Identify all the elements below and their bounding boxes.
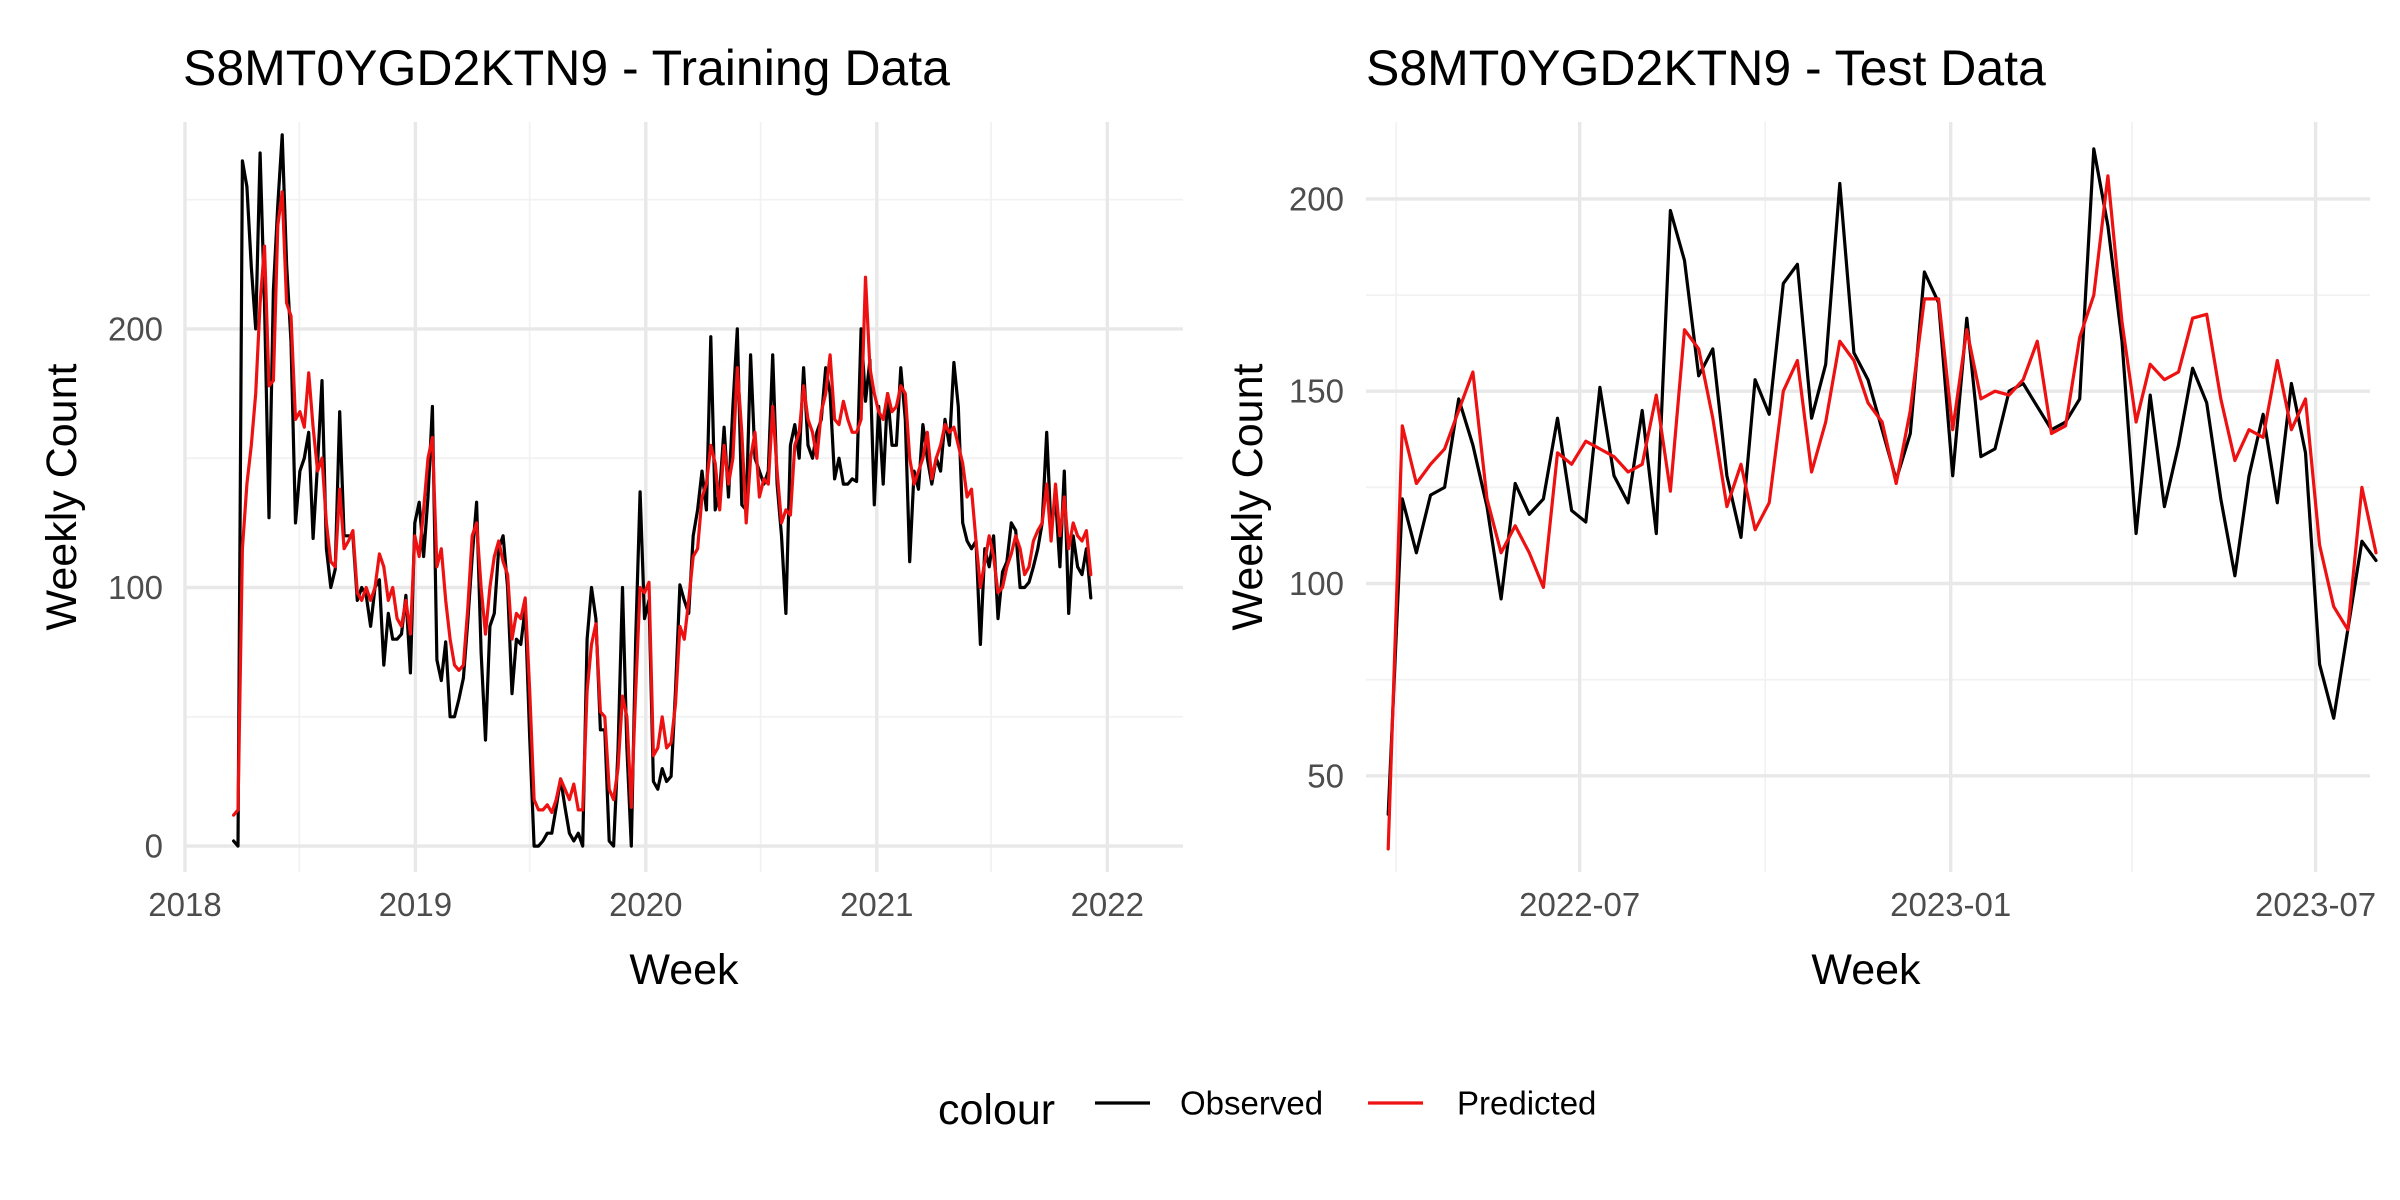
y-tick-label: 0 <box>145 828 163 865</box>
training-predicted-line <box>232 190 1093 817</box>
test-y-axis-title: Weekly Count <box>1224 364 1272 631</box>
x-tick-label: 2021 <box>840 886 913 923</box>
legend-label-predicted: Predicted <box>1457 1085 1596 1122</box>
legend-title: colour <box>938 1086 1055 1134</box>
y-tick-label: 200 <box>108 310 163 347</box>
training-panel-title: S8MT0YGD2KTN9 - Training Data <box>183 40 950 96</box>
x-tick-label: 2022 <box>1071 886 1144 923</box>
test-panel-title: S8MT0YGD2KTN9 - Test Data <box>1366 40 2046 96</box>
test-x-axis-title: Week <box>1811 946 1921 994</box>
y-tick-label: 100 <box>108 569 163 606</box>
x-tick-label: 2022-07 <box>1519 886 1640 923</box>
y-tick-label: 50 <box>1307 757 1344 794</box>
test-observed-line <box>1386 147 2378 816</box>
x-tick-label: 2023-01 <box>1890 886 2011 923</box>
test-panel: 2022-07 2023-01 2023-07 50 100 150 200 S8MT0YGD… <box>1224 40 2378 994</box>
training-observed-line <box>232 133 1093 848</box>
x-tick-label: 2023-07 <box>2255 886 2376 923</box>
legend: colour Observed Predicted <box>938 1085 1596 1135</box>
x-tick-label: 2018 <box>148 886 221 923</box>
y-tick-label: 100 <box>1289 565 1344 602</box>
training-x-axis-title: Week <box>629 946 739 994</box>
y-tick-label: 150 <box>1289 373 1344 410</box>
test-predicted-line <box>1386 174 2378 851</box>
training-panel: 2018 2019 2020 2021 2022 0 100 200 S8MT0YGD2KTN9… <box>38 40 1183 994</box>
x-tick-label: 2020 <box>609 886 682 923</box>
training-y-axis-title: Weekly Count <box>38 364 86 631</box>
legend-label-observed: Observed <box>1180 1085 1323 1122</box>
x-tick-label: 2019 <box>379 886 452 923</box>
y-tick-label: 200 <box>1289 180 1344 217</box>
